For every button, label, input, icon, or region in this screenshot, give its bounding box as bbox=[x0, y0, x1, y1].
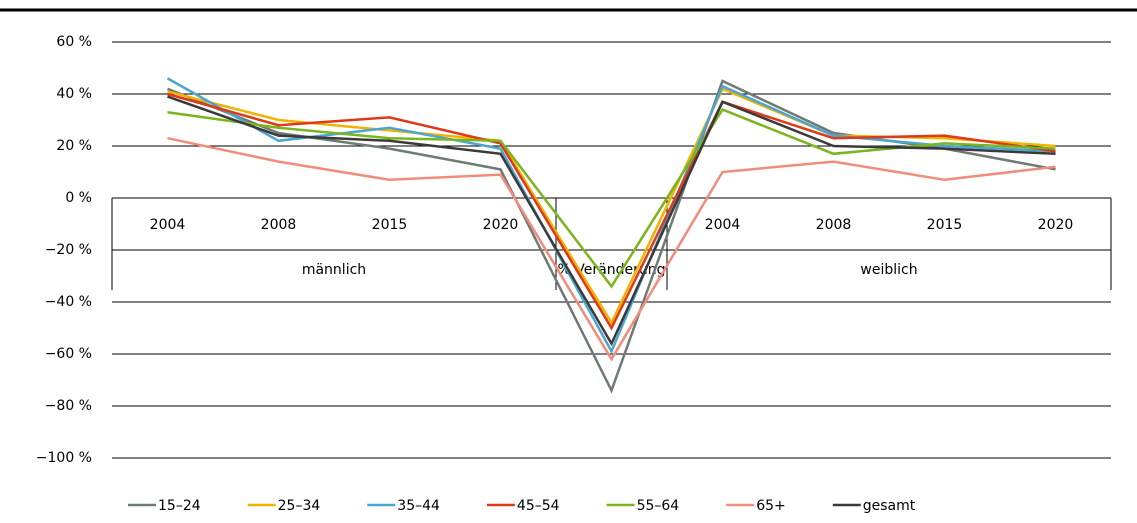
y-tick-label: −60 % bbox=[45, 346, 92, 362]
legend-label: 45–54 bbox=[517, 498, 560, 514]
x-tick-label: 2015 bbox=[927, 217, 963, 233]
x-tick-label: 2008 bbox=[816, 217, 852, 233]
x-tick-label: 2008 bbox=[261, 217, 297, 233]
y-tick-label: 40 % bbox=[56, 86, 92, 102]
series-line bbox=[167, 136, 1056, 362]
x-tick-label: 2015 bbox=[372, 217, 408, 233]
x-tick-label: 2020 bbox=[1038, 217, 1074, 233]
y-tick-label: 60 % bbox=[56, 34, 92, 50]
y-tick-label: −100 % bbox=[36, 450, 92, 466]
x-tick-label: 2004 bbox=[705, 217, 741, 233]
x-group-label: weiblich bbox=[860, 262, 917, 278]
legend-label: 55–64 bbox=[637, 498, 680, 514]
series-line bbox=[167, 95, 1056, 347]
y-tick-label: −40 % bbox=[45, 294, 92, 310]
series-line bbox=[167, 92, 1056, 331]
y-tick-label: −80 % bbox=[45, 398, 92, 414]
legend-label: gesamt bbox=[863, 498, 916, 514]
series-line bbox=[166, 77, 1056, 355]
x-group-label: männlich bbox=[302, 262, 366, 278]
legend-label: 25–34 bbox=[278, 498, 321, 514]
legend-label: 15–24 bbox=[158, 498, 201, 514]
y-tick-label: 20 % bbox=[56, 138, 92, 154]
x-tick-label: 2004 bbox=[150, 217, 186, 233]
x-tick-label: 2020 bbox=[483, 217, 519, 233]
y-tick-label: 0 % bbox=[65, 190, 92, 206]
y-tick-label: −20 % bbox=[45, 242, 92, 258]
legend-label: 35–44 bbox=[397, 498, 440, 514]
legend-label: 65+ bbox=[756, 498, 786, 514]
